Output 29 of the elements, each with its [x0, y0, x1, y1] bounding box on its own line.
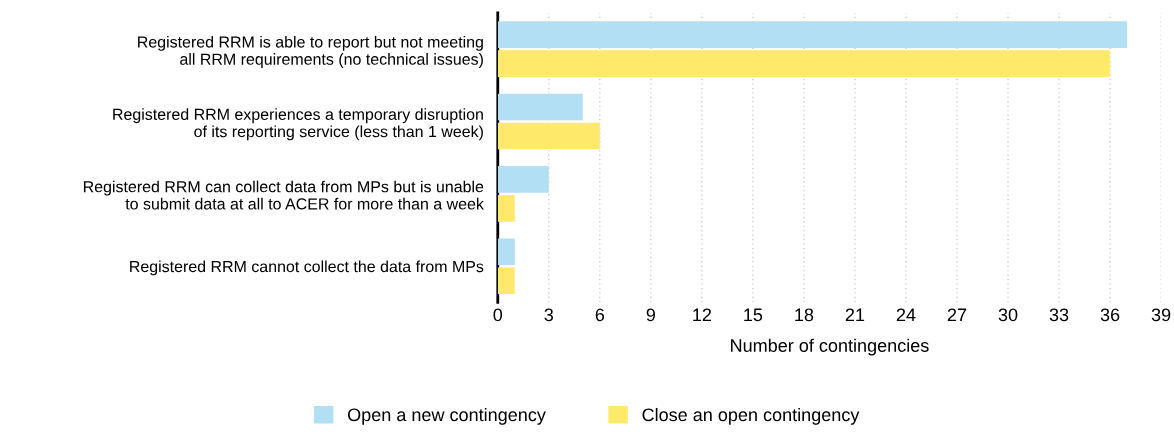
x-axis-title: Number of contingencies [731, 338, 929, 356]
x-tick-label: 27 [947, 308, 967, 322]
y-tick-label: Registered RRM can collect data from MPs but is unable to submit data at all to ACER for more than a week [83, 180, 484, 210]
bar [497, 166, 549, 193]
x-tick-label: 30 [998, 308, 1018, 322]
x-tick-label: 24 [896, 308, 916, 322]
bar [497, 50, 1111, 77]
x-tick-label: 12 [693, 308, 712, 322]
bar [497, 238, 515, 266]
x-tick-label: 9 [646, 308, 656, 322]
x-tick-label: 15 [744, 308, 763, 322]
bar [497, 21, 1128, 48]
x-tick-label: 33 [1049, 308, 1069, 322]
bar [497, 195, 515, 222]
x-tick-label: 36 [1100, 308, 1120, 322]
bar [497, 93, 583, 121]
legend-label: Open a new contingency [347, 407, 546, 425]
x-tick-label: 21 [845, 308, 865, 322]
x-tick-label: 18 [795, 308, 814, 322]
x-tick-label: 39 [1151, 308, 1171, 322]
y-tick-label: Registered RRM cannot collect the data from MPs [130, 260, 484, 276]
y-tick-label: Registered RRM is able to report but not meeting all RRM requirements (no technical issues) [138, 35, 483, 68]
bar [497, 267, 515, 295]
x-tick-label: 6 [595, 308, 605, 322]
bar [497, 122, 600, 150]
legend-label: Close an open contingency [642, 407, 860, 425]
y-tick-label: Registered RRM experiences a temporary disruption of its reporting service (less than 1 week) [113, 108, 483, 141]
x-tick-label: 0 [493, 308, 503, 322]
x-tick-label: 3 [544, 308, 554, 322]
